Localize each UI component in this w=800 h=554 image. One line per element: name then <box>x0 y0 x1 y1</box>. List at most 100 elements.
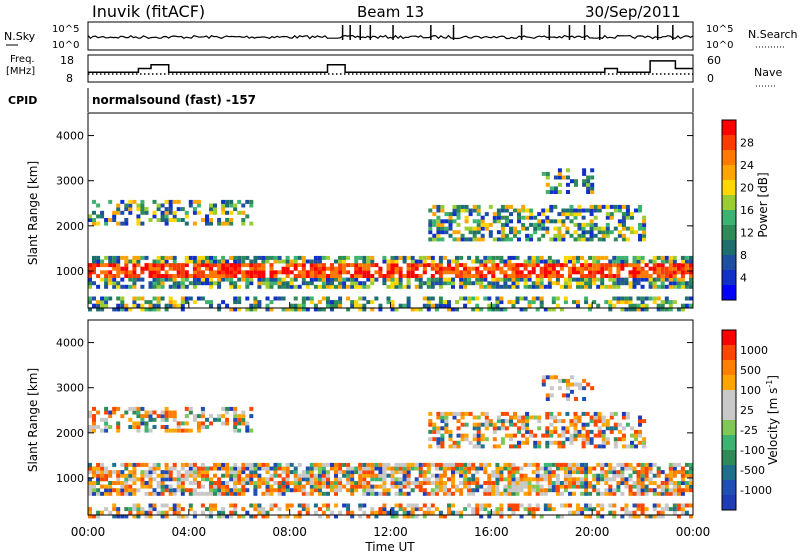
echo-cell <box>436 444 441 449</box>
echo-cell <box>521 419 526 424</box>
colorbar-swatch <box>722 360 736 376</box>
echo-cell <box>297 462 302 467</box>
echo-cell <box>326 284 330 289</box>
echo-cell <box>285 281 290 286</box>
echo-cell <box>100 417 105 422</box>
echo-cell <box>584 470 589 475</box>
echo-cell <box>561 219 566 224</box>
echo-cell <box>184 428 189 433</box>
echo-cell <box>428 226 433 231</box>
echo-cell <box>410 266 415 271</box>
echo-cell <box>559 307 564 312</box>
echo-cell <box>507 266 512 271</box>
echo-cell <box>503 477 508 482</box>
echo-cell <box>96 470 101 475</box>
echo-cell <box>491 255 496 260</box>
echo-cell <box>124 307 129 312</box>
echo-cell <box>132 421 137 426</box>
echo-cell <box>545 433 550 438</box>
echo-cell <box>492 212 497 217</box>
echo-cell <box>440 411 445 416</box>
echo-cell <box>426 510 431 515</box>
echo-cell <box>164 218 169 222</box>
echo-cell <box>209 300 213 305</box>
echo-cell <box>426 491 431 496</box>
echo-cell <box>398 503 403 508</box>
echo-cell <box>660 266 665 271</box>
echo-cell <box>676 470 681 475</box>
echo-cell <box>456 222 461 227</box>
echo-cell <box>160 255 165 260</box>
echo-cell <box>549 386 554 391</box>
echo-cell <box>176 425 181 429</box>
echo-cell <box>576 255 580 260</box>
echo-cell <box>116 221 121 226</box>
echo-cell <box>390 484 395 489</box>
echo-cell <box>313 477 318 482</box>
echo-cell <box>213 503 217 508</box>
echo-cell <box>555 303 560 308</box>
echo-cell <box>447 507 451 512</box>
echo-cell <box>406 274 411 278</box>
echo-cell <box>519 307 524 312</box>
echo-cell <box>378 270 383 275</box>
echo-cell <box>104 284 109 289</box>
echo-cell <box>563 300 568 305</box>
echo-cell <box>660 507 665 512</box>
echo-cell <box>632 270 637 275</box>
echo-cell <box>451 466 455 471</box>
echo-cell <box>225 274 230 278</box>
echo-cell <box>354 277 359 282</box>
echo-cell <box>492 444 497 449</box>
echo-cell <box>160 503 165 508</box>
echo-cell <box>597 419 602 424</box>
echo-cell <box>402 284 407 289</box>
echo-cell <box>442 300 447 305</box>
echo-cell <box>460 415 465 420</box>
echo-cell <box>426 462 431 467</box>
echo-cell <box>672 462 677 467</box>
echo-cell <box>448 411 453 416</box>
echo-cell <box>140 210 145 215</box>
echo-cell <box>100 210 105 215</box>
echo-cell <box>124 477 129 482</box>
echo-cell <box>604 284 609 289</box>
echo-cell <box>630 212 634 217</box>
echo-cell <box>116 477 121 482</box>
echo-cell <box>593 233 598 238</box>
echo-cell <box>426 507 431 512</box>
echo-cell <box>589 429 594 434</box>
echo-cell <box>585 230 590 235</box>
echo-cell <box>545 397 550 401</box>
echo-cell <box>205 259 209 264</box>
echo-cell <box>500 222 505 227</box>
echo-cell <box>330 307 334 312</box>
echo-cell <box>265 477 270 482</box>
echo-cell <box>257 473 262 478</box>
echo-cell <box>354 270 359 275</box>
echo-cell <box>689 277 693 282</box>
echo-cell <box>624 307 629 312</box>
echo-cell <box>584 484 589 489</box>
echo-cell <box>656 514 661 519</box>
echo-cell <box>237 277 242 282</box>
echo-cell <box>257 303 262 308</box>
echo-cell <box>221 514 226 519</box>
echo-cell <box>124 507 129 512</box>
echo-cell <box>503 284 508 289</box>
echo-cell <box>338 477 343 482</box>
echo-cell <box>636 277 641 282</box>
echo-cell <box>88 274 92 278</box>
echo-cell <box>152 281 157 286</box>
echo-cell <box>350 284 355 289</box>
echo-cell <box>621 415 626 420</box>
echo-cell <box>241 481 246 485</box>
echo-cell <box>428 208 433 213</box>
echo-cell <box>553 415 558 420</box>
echo-cell <box>625 208 630 213</box>
echo-cell <box>495 255 500 260</box>
echo-cell <box>484 222 489 227</box>
echo-cell <box>164 428 169 433</box>
echo-cell <box>213 259 217 264</box>
echo-cell <box>108 259 113 264</box>
